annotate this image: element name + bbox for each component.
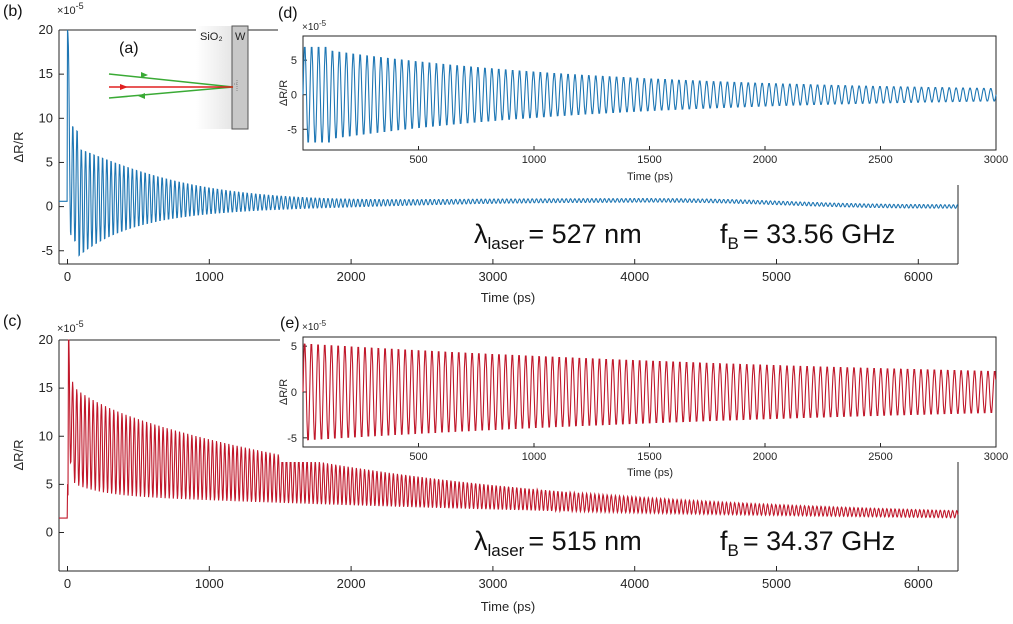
panel-e: (e) ×10-5 500 1000 1500 2000 2500 3000 -5 0 5 ΔR…	[278, 312, 1013, 479]
panel-b-xlabel: Time (ps)	[481, 290, 535, 305]
panel-b-xtick-label-2: 2000	[337, 269, 366, 284]
panel-b-series-line	[59, 29, 958, 257]
panel-b-ytick-label-0: -5	[41, 243, 53, 258]
panel-d-ylabel: ΔR/R	[278, 80, 290, 106]
lambda-annotation-b: λlaser = 527 nm	[474, 219, 642, 253]
panel-label-d: (d)	[278, 5, 298, 22]
probe-beam-out	[108, 86, 234, 99]
tungsten-layer	[231, 25, 249, 130]
panel-c-ytick-label-3: 15	[39, 380, 53, 395]
panel-c-ylabel: ΔR/R	[11, 439, 26, 470]
panel-b-ytick-label-2: 5	[46, 154, 53, 169]
panel-d-ytick-label-0: -5	[287, 124, 297, 136]
panel-d-ytick-label-2: 5	[291, 55, 297, 67]
panel-b: (b) ×10-5 0 1000 2000 3000 4000 5000 6000-5051…	[3, 1, 959, 305]
panel-b-exponent: ×10-5	[57, 1, 84, 17]
probe-beam-in	[108, 73, 234, 88]
panel-c-series-line	[59, 339, 959, 519]
panel-e-ytick-label-2: 5	[291, 341, 297, 353]
panel-b-annotation: λlaser = 527 nm fB = 33.56 GHz	[474, 219, 895, 253]
panel-c-ytick-label-1: 5	[46, 476, 53, 491]
panel-b-ylabel: ΔR/R	[11, 131, 26, 162]
panel-c-ytick-label-0: 0	[46, 525, 53, 540]
pump-arrow-icon	[120, 84, 128, 90]
panel-e-xtick-label-4: 2500	[868, 451, 892, 463]
panel-e-xtick-label-1: 1000	[522, 451, 546, 463]
panel-d: (d) ×10-5 500 1000 1500 2000 2500 3000 -5 0 5 ΔR…	[278, 2, 1013, 185]
panel-b-xtick-label-4: 4000	[620, 269, 649, 284]
panel-b-ytick-label-1: 0	[46, 199, 53, 214]
panel-label-e: (e)	[280, 315, 300, 332]
panel-e-xtick-label-2: 1500	[637, 451, 661, 463]
panel-c-xtick-label-1: 1000	[195, 576, 224, 591]
panel-b-ytick-label-3: 10	[39, 110, 53, 125]
panel-b-xtick-label-3: 3000	[478, 269, 507, 284]
panel-label-c: (c)	[3, 313, 22, 330]
panel-label-a: (a)	[119, 40, 139, 57]
panel-label-b: (b)	[3, 3, 23, 20]
panel-c-ytick-label-2: 10	[39, 428, 53, 443]
panel-b-xtick-label-6: 6000	[904, 269, 933, 284]
panel-e-exponent: ×10-5	[302, 319, 327, 333]
panel-d-exponent: ×10-5	[302, 19, 327, 33]
sio2-layer	[196, 26, 232, 129]
panel-d-xtick-label-2: 1500	[637, 154, 661, 166]
panel-e-xtick-label-3: 2000	[753, 451, 777, 463]
panel-c-exponent: ×10-5	[57, 319, 84, 335]
panel-c-xtick-label-5: 5000	[762, 576, 791, 591]
panel-c-xtick-label-4: 4000	[620, 576, 649, 591]
panel-d-xtick-label-3: 2000	[753, 154, 777, 166]
panel-e-ylabel: ΔR/R	[278, 379, 290, 405]
panel-c-xtick-label-2: 2000	[337, 576, 366, 591]
panel-d-xlabel: Time (ps)	[627, 171, 673, 183]
panel-c-xtick-label-6: 6000	[904, 576, 933, 591]
panel-e-ytick-label-1: 0	[291, 387, 297, 399]
panel-b-ytick-label-4: 15	[39, 66, 53, 81]
panel-d-series-line	[302, 46, 997, 143]
panel-e-series-line	[302, 343, 997, 441]
schematic-a: (a) SiO₂ W	[108, 25, 249, 130]
panel-d-ytick-label-1: 0	[291, 90, 297, 102]
panel-c: (c) ×10-5 0 1000 2000 3000 4000 5000 600005101…	[3, 313, 959, 614]
panel-b-xtick-label-5: 5000	[762, 269, 791, 284]
frequency-annotation-b: fB = 33.56 GHz	[720, 219, 895, 253]
panel-c-annotation: λlaser = 515 nm fB = 34.37 GHz	[474, 526, 895, 560]
panel-c-xtick-label-0: 0	[64, 576, 71, 591]
panel-d-xtick-label-4: 2500	[868, 154, 892, 166]
probe-arrow-out-icon	[138, 93, 145, 99]
sio2-label: SiO₂	[200, 31, 223, 43]
lambda-annotation-c: λlaser = 515 nm	[474, 526, 642, 560]
panel-d-xtick-label-0: 500	[409, 154, 427, 166]
panel-c-ytick-label-4: 20	[39, 332, 53, 347]
panel-e-xtick-label-5: 3000	[984, 451, 1008, 463]
probe-arrow-in-icon	[141, 72, 148, 78]
panel-c-xlabel: Time (ps)	[481, 599, 535, 614]
panel-c-xtick-label-3: 3000	[478, 576, 507, 591]
w-label: W	[235, 31, 246, 43]
panel-b-xtick-label-1: 1000	[195, 269, 224, 284]
panel-e-xlabel: Time (ps)	[627, 467, 673, 479]
panel-b-xtick-label-0: 0	[64, 269, 71, 284]
panel-b-ytick-label-5: 20	[39, 22, 53, 37]
panel-d-xtick-label-5: 3000	[984, 154, 1008, 166]
panel-e-ytick-label-0: -5	[287, 433, 297, 445]
panel-d-xtick-label-1: 1000	[522, 154, 546, 166]
frequency-annotation-c: fB = 34.37 GHz	[720, 526, 895, 560]
panel-e-xtick-label-0: 500	[409, 451, 427, 463]
